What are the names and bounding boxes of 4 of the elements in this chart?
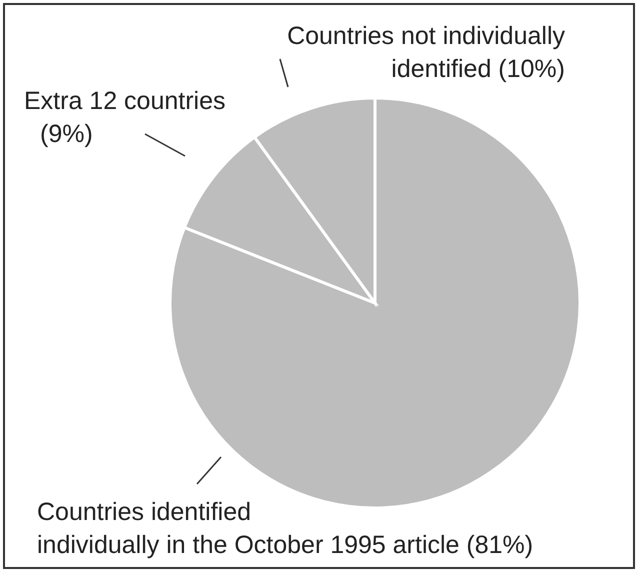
data-label: (9%) — [40, 120, 93, 148]
slice-label: Extra 12 countries — [24, 87, 226, 115]
slice-label: Countries not individually identified (10%) — [287, 22, 566, 83]
slice-label: Countries identified individually in the October 1995 article (81%) — [37, 498, 534, 559]
